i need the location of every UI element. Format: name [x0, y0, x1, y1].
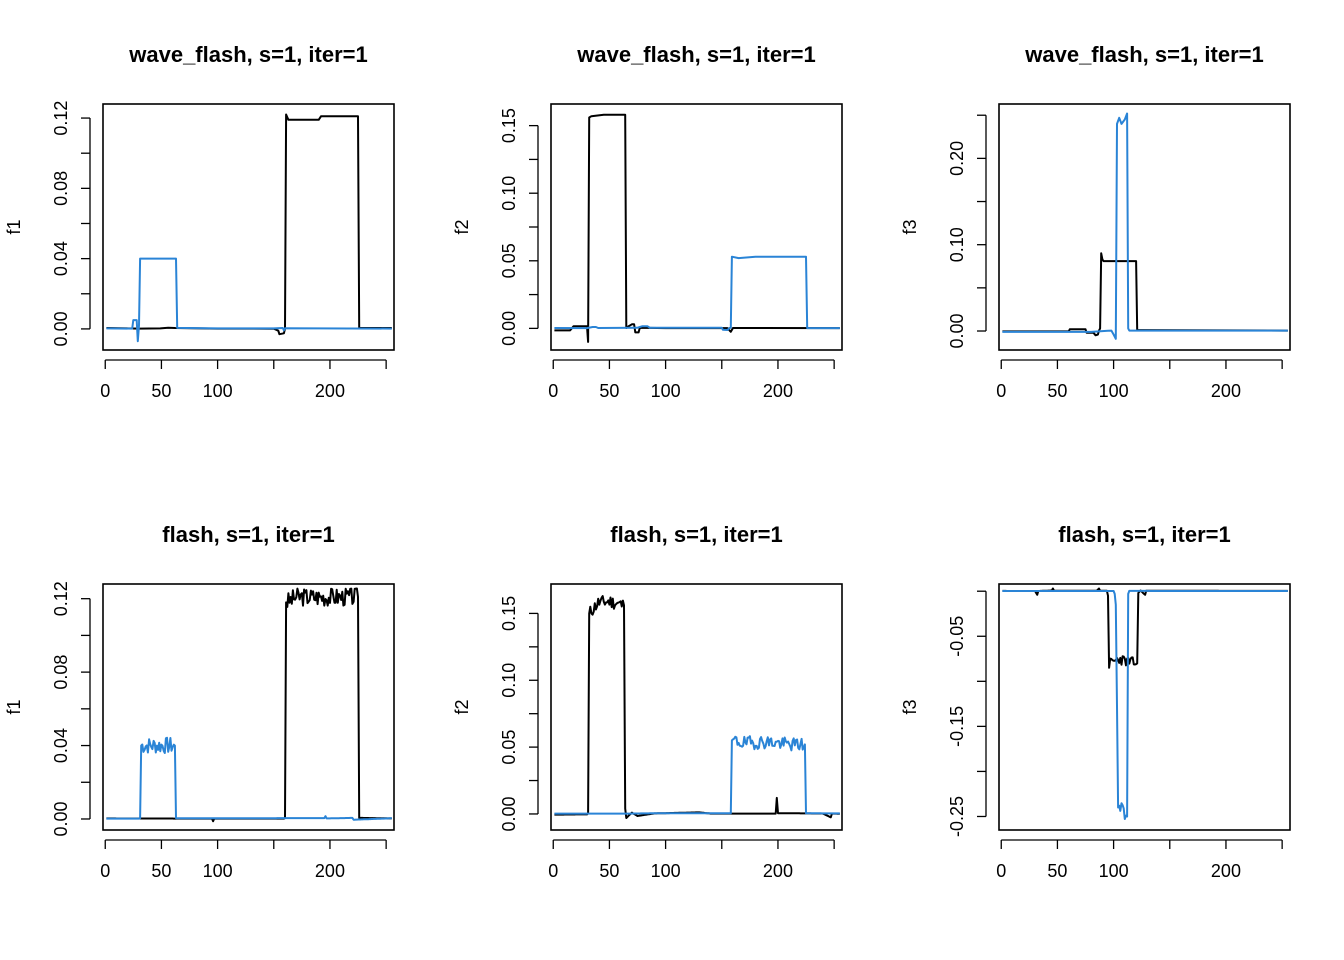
y-tick-label: -0.15 — [947, 706, 967, 747]
x-tick-label: 200 — [763, 381, 793, 401]
y-tick-label: 0.10 — [499, 663, 519, 698]
x-tick-label: 50 — [1047, 381, 1067, 401]
series-line-blue — [1002, 589, 1288, 820]
series-line-black — [554, 113, 840, 343]
y-axis: -0.25 -0.15 -0.05 — [947, 590, 987, 837]
y-axis: 0.00 0.10 0.20 — [947, 114, 987, 349]
y-axis-label: f1 — [4, 699, 24, 714]
y-tick-label: 0.05 — [499, 730, 519, 765]
plot-frame — [550, 103, 843, 351]
x-axis: 0 50 100 200 — [996, 359, 1283, 401]
y-axis-label: f3 — [900, 219, 920, 234]
y-tick-label: -0.05 — [947, 616, 967, 657]
y-tick-label: 0.04 — [51, 728, 71, 763]
y-tick-label: -0.25 — [947, 796, 967, 837]
chart-title: wave_flash, s=1, iter=1 — [128, 42, 368, 67]
x-tick-label: 50 — [599, 861, 619, 881]
y-tick-label: 0.15 — [499, 108, 519, 143]
y-axis-label: f3 — [900, 699, 920, 714]
y-axis: 0.00 0.04 0.08 0.12 — [51, 581, 91, 837]
series-line-black — [106, 113, 392, 336]
y-tick-label: 0.00 — [51, 311, 71, 346]
x-tick-label: 50 — [1047, 861, 1067, 881]
x-tick-label: 0 — [548, 861, 558, 881]
chart-title: flash, s=1, iter=1 — [1058, 522, 1230, 547]
chart-title: wave_flash, s=1, iter=1 — [1024, 42, 1264, 67]
x-tick-label: 100 — [1099, 381, 1129, 401]
x-tick-label: 100 — [651, 861, 681, 881]
x-tick-label: 0 — [100, 861, 110, 881]
plot-frame — [102, 103, 395, 351]
chart-title: wave_flash, s=1, iter=1 — [576, 42, 816, 67]
y-tick-label: 0.00 — [499, 796, 519, 831]
chart-panel-5: flash, s=1, iter=10 50 100 2000.000.050.100… — [452, 522, 843, 881]
chart-panel-3: wave_flash, s=1, iter=1 0 50 100 200 0.00 0.10… — [900, 42, 1291, 401]
plot-frame — [998, 103, 1291, 351]
x-tick-label: 0 — [548, 381, 558, 401]
chart-panel-6: flash, s=1, iter=10 50 100 200-0.25-0.15-0.… — [900, 522, 1291, 881]
chart-panel-1: wave_flash, s=1, iter=1 0 50 100 200 0.00 0.04… — [4, 42, 395, 401]
chart-panel-4: flash, s=1, iter=10 50 100 2000.000.040.080… — [4, 522, 395, 881]
y-tick-label: 0.00 — [947, 313, 967, 348]
x-tick-label: 100 — [203, 381, 233, 401]
y-tick-label: 0.12 — [51, 101, 71, 136]
x-tick-label: 0 — [996, 381, 1006, 401]
x-axis: 0 50 100 200 — [548, 359, 835, 401]
series-line-blue — [554, 735, 840, 815]
x-tick-label: 200 — [1211, 861, 1241, 881]
chart-title: flash, s=1, iter=1 — [610, 522, 782, 547]
series-line-blue — [1002, 112, 1288, 340]
y-tick-label: 0.12 — [51, 581, 71, 616]
x-axis: 0 50 100 200 — [100, 359, 387, 401]
series-line-black — [106, 587, 392, 823]
y-axis-label: f1 — [4, 219, 24, 234]
x-tick-label: 200 — [763, 861, 793, 881]
x-tick-label: 0 — [996, 861, 1006, 881]
chart-panel-2: wave_flash, s=1, iter=1 0 50 100 200 0.00 0.05… — [452, 42, 843, 401]
x-axis: 0 50 100 200 — [996, 839, 1283, 881]
y-tick-label: 0.00 — [51, 801, 71, 836]
x-axis: 0 50 100 200 — [548, 839, 835, 881]
x-tick-label: 100 — [651, 381, 681, 401]
plot-frame — [102, 583, 395, 831]
y-axis-label: f2 — [452, 699, 472, 714]
series-line-blue — [106, 736, 392, 821]
y-tick-label: 0.15 — [499, 596, 519, 631]
x-tick-label: 200 — [315, 381, 345, 401]
series-line-blue — [554, 255, 840, 331]
y-tick-label: 0.10 — [499, 176, 519, 211]
series-line-black — [1002, 587, 1288, 669]
y-tick-label: 0.05 — [499, 243, 519, 278]
series-line-black — [1002, 252, 1288, 337]
x-tick-label: 50 — [151, 381, 171, 401]
x-axis: 0 50 100 200 — [100, 839, 387, 881]
y-tick-label: 0.00 — [499, 311, 519, 346]
y-tick-label: 0.08 — [51, 655, 71, 690]
x-tick-label: 0 — [100, 381, 110, 401]
chart-title: flash, s=1, iter=1 — [162, 522, 334, 547]
y-axis: 0.00 0.04 0.08 0.12 — [51, 101, 91, 346]
series-line-black — [554, 595, 840, 819]
y-tick-label: 0.04 — [51, 241, 71, 276]
y-axis: 0.00 0.05 0.10 0.15 — [499, 108, 539, 346]
x-tick-label: 50 — [599, 381, 619, 401]
x-tick-label: 50 — [151, 861, 171, 881]
y-tick-label: 0.20 — [947, 141, 967, 176]
y-tick-label: 0.10 — [947, 227, 967, 262]
series-line-blue — [106, 257, 392, 343]
x-tick-label: 100 — [1099, 861, 1129, 881]
y-axis-label: f2 — [452, 219, 472, 234]
x-tick-label: 100 — [203, 861, 233, 881]
y-axis: 0.00 0.05 0.10 0.15 — [499, 596, 539, 831]
x-tick-label: 200 — [1211, 381, 1241, 401]
plot-frame — [998, 583, 1291, 831]
plot-frame — [550, 583, 843, 831]
y-tick-label: 0.08 — [51, 171, 71, 206]
x-tick-label: 200 — [315, 861, 345, 881]
